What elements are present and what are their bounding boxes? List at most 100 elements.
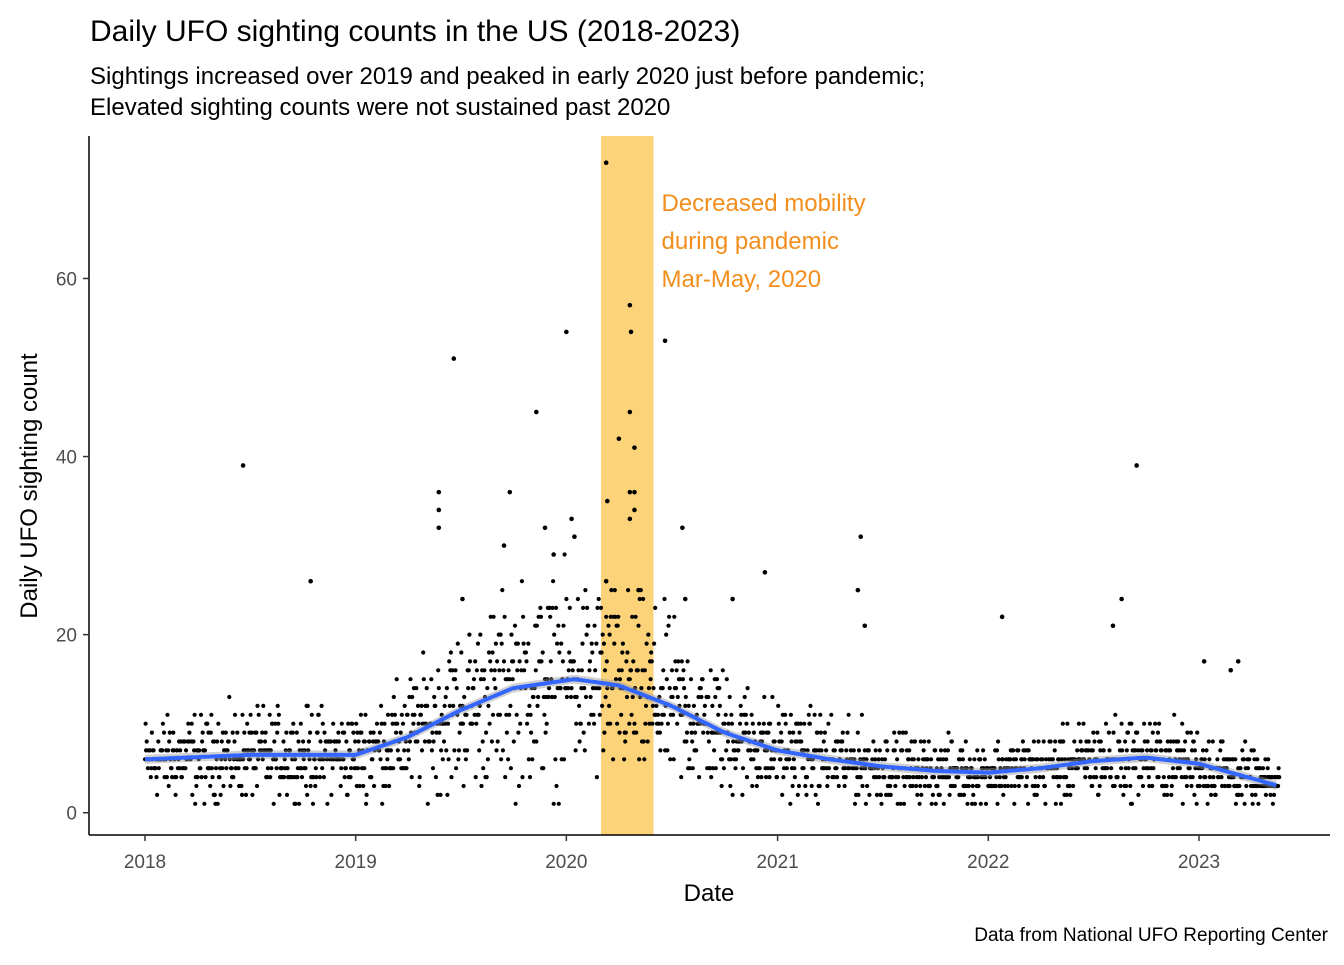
data-point <box>985 766 990 771</box>
data-point <box>377 730 382 735</box>
data-point <box>625 650 630 655</box>
data-point <box>307 757 312 762</box>
data-point <box>1266 757 1271 762</box>
data-point <box>392 712 397 717</box>
data-point <box>209 712 214 717</box>
data-point <box>668 757 673 762</box>
data-point <box>627 677 632 682</box>
data-point <box>909 739 914 744</box>
data-point <box>1013 757 1019 762</box>
data-point <box>720 757 725 762</box>
data-point <box>642 757 647 762</box>
data-point <box>1218 748 1223 753</box>
data-point <box>464 712 469 717</box>
data-point <box>586 721 592 726</box>
data-point <box>1206 783 1211 789</box>
data-point <box>1276 783 1281 789</box>
data-point <box>632 507 637 513</box>
data-point <box>1183 739 1188 744</box>
data-point <box>507 677 512 682</box>
data-point <box>604 659 609 664</box>
data-point <box>518 721 523 726</box>
data-point <box>726 721 731 726</box>
data-point <box>143 721 148 726</box>
data-point <box>546 686 552 691</box>
y-tick-label: 20 <box>56 626 77 647</box>
data-point <box>694 712 699 717</box>
data-point <box>571 659 577 664</box>
data-point <box>486 703 491 709</box>
data-point <box>530 757 535 762</box>
data-point <box>389 712 395 717</box>
data-point <box>456 757 461 762</box>
data-point <box>650 703 656 709</box>
data-point <box>1239 792 1244 798</box>
data-point <box>161 730 167 735</box>
data-point <box>818 730 824 735</box>
data-point <box>484 775 489 780</box>
data-point <box>330 766 335 771</box>
data-point <box>466 668 471 673</box>
data-point <box>1250 792 1255 798</box>
data-point <box>615 721 620 726</box>
data-point <box>976 783 981 789</box>
data-point <box>585 605 590 611</box>
data-point <box>724 748 729 753</box>
data-point <box>195 775 200 780</box>
data-point <box>282 757 287 762</box>
data-point <box>551 579 556 584</box>
data-point <box>439 748 444 753</box>
data-point <box>240 712 245 717</box>
data-point <box>916 775 922 780</box>
data-point <box>892 730 897 735</box>
data-point <box>603 578 609 584</box>
data-point <box>1244 783 1249 789</box>
data-point <box>501 543 507 548</box>
data-point <box>294 730 299 735</box>
data-point <box>183 748 189 753</box>
data-point <box>482 668 487 673</box>
data-point <box>1009 783 1014 789</box>
data-point <box>894 739 899 744</box>
data-point <box>367 739 372 744</box>
data-point <box>490 712 496 717</box>
data-point <box>436 507 442 513</box>
data-point <box>224 766 229 771</box>
data-point <box>874 775 879 780</box>
data-point <box>1155 730 1161 735</box>
data-point <box>890 775 895 780</box>
data-point <box>759 739 765 744</box>
data-point <box>764 775 769 780</box>
data-point <box>400 721 406 726</box>
data-point <box>1213 792 1218 798</box>
data-point <box>357 783 362 789</box>
data-point <box>460 596 465 602</box>
data-point <box>379 703 384 709</box>
data-point <box>410 694 415 700</box>
data-point <box>1150 783 1155 789</box>
data-point <box>789 739 794 744</box>
data-point <box>826 766 832 771</box>
data-point <box>1189 783 1194 789</box>
data-point <box>417 783 422 789</box>
data-point <box>500 588 505 593</box>
data-point <box>690 739 695 744</box>
data-point <box>321 775 326 780</box>
data-point <box>345 792 350 798</box>
data-point <box>842 783 847 789</box>
data-point <box>232 712 238 717</box>
data-point <box>1094 775 1099 780</box>
data-point <box>408 677 413 682</box>
data-point <box>243 792 249 798</box>
data-point <box>693 730 698 735</box>
data-point <box>174 775 179 780</box>
data-point <box>637 757 642 762</box>
data-point <box>424 721 429 726</box>
data-point <box>941 801 946 806</box>
data-point <box>705 730 710 735</box>
data-point <box>1056 783 1061 789</box>
data-point <box>808 703 813 709</box>
data-point <box>1124 783 1129 789</box>
data-point <box>383 783 388 789</box>
data-point <box>374 721 380 726</box>
